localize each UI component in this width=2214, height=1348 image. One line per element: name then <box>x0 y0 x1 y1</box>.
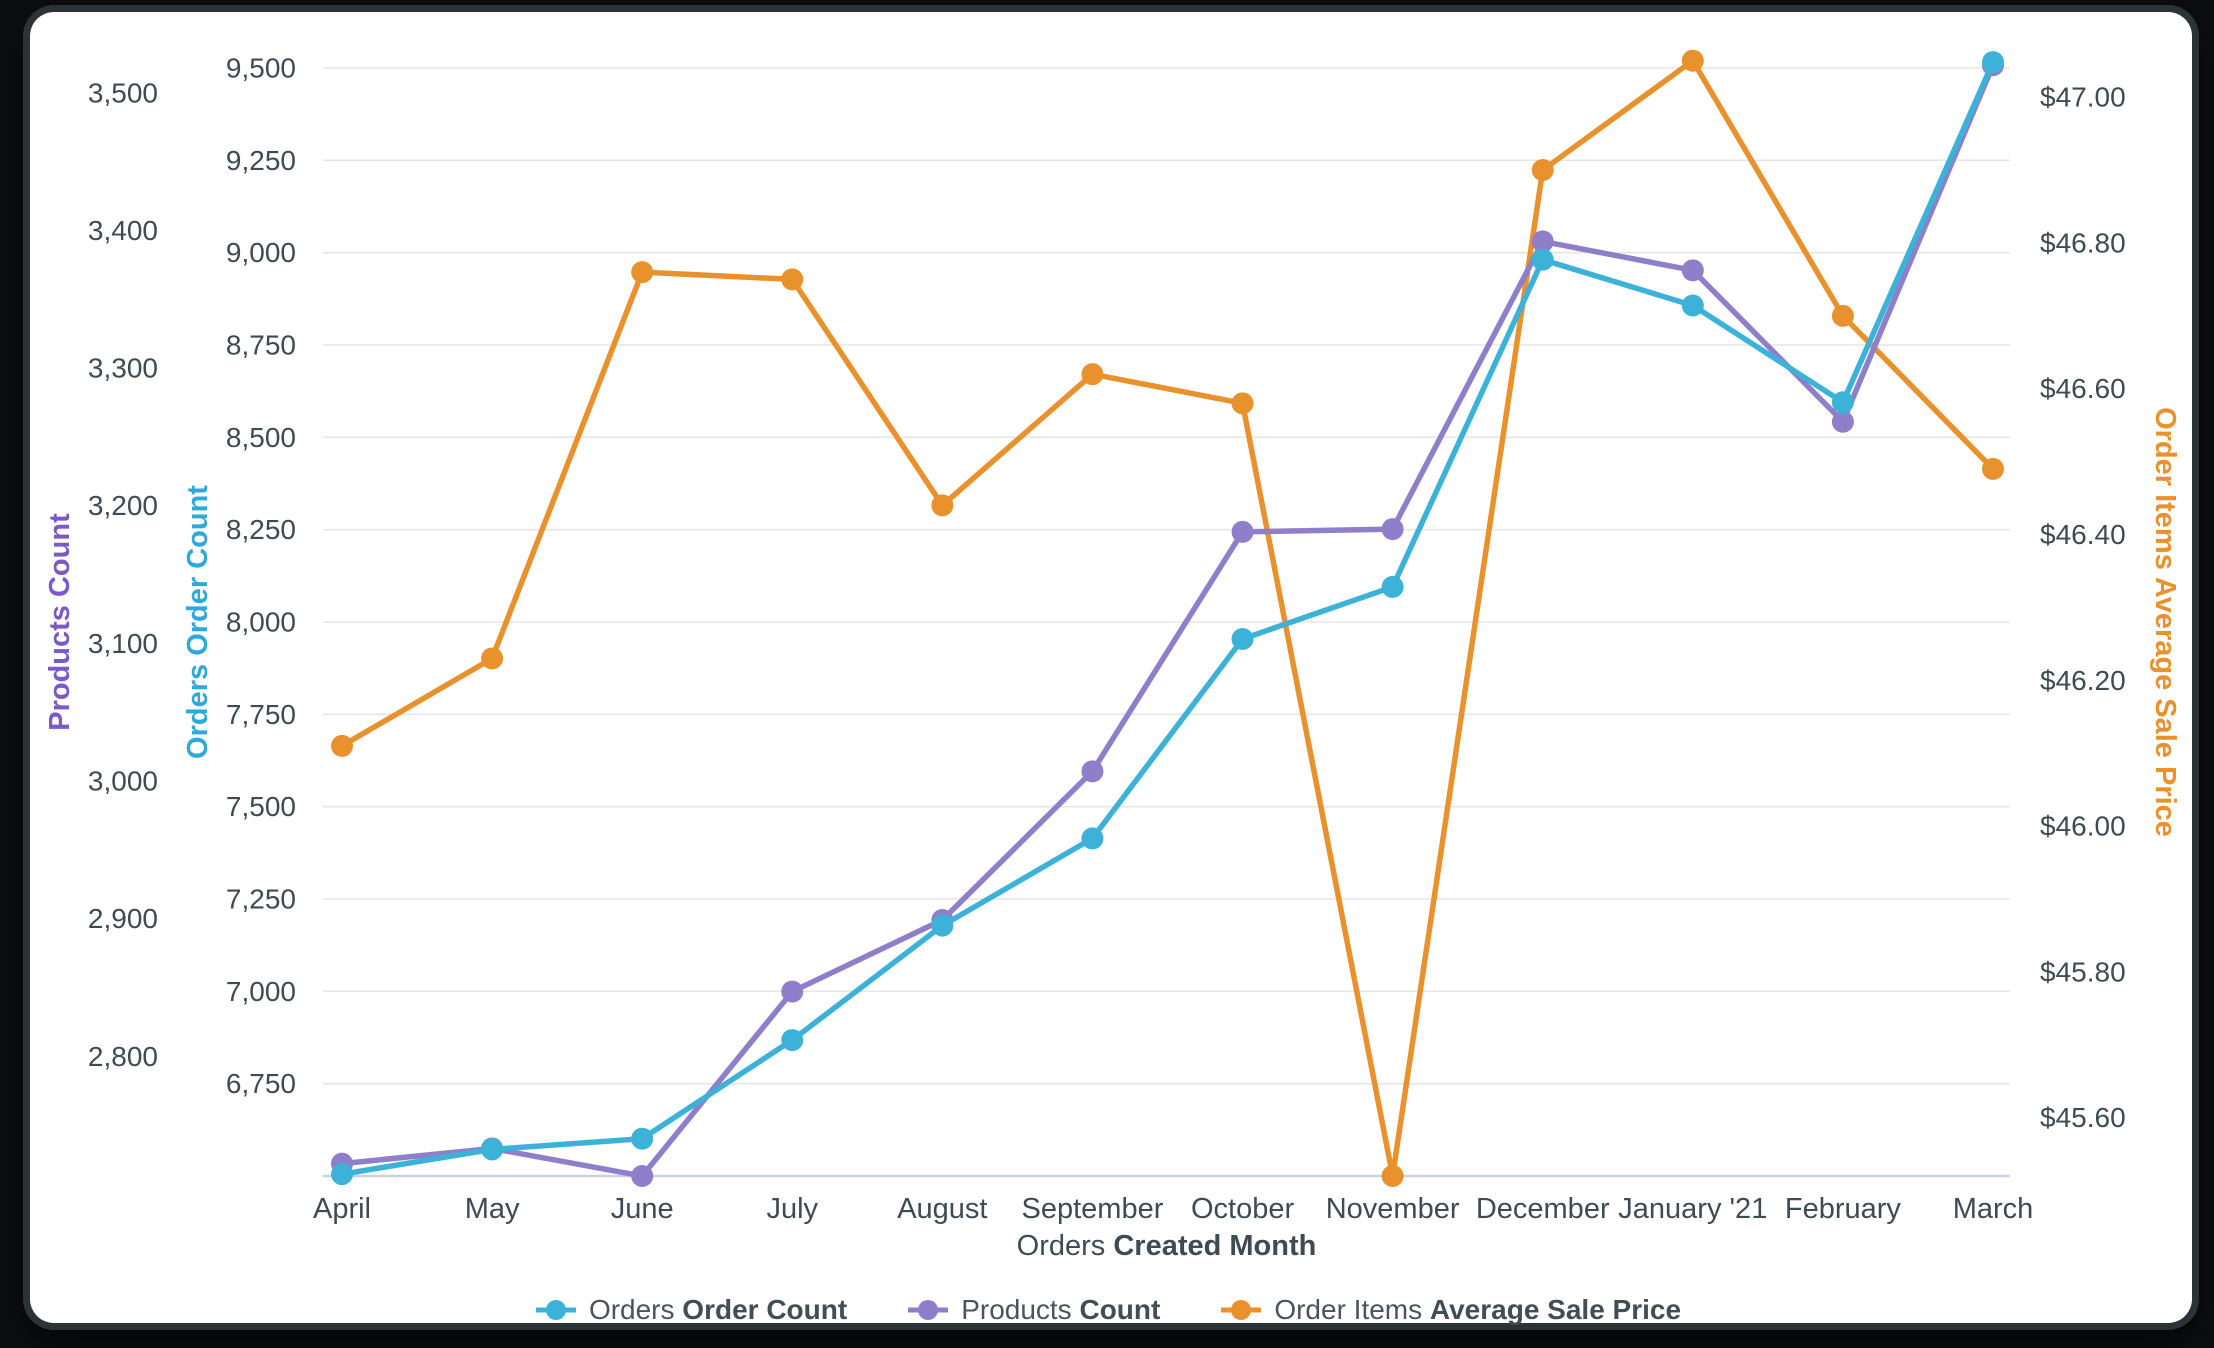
data-point-order-items-average-sale-price-10[interactable] <box>1831 304 1854 327</box>
products-axis-tick: 3,000 <box>88 765 158 796</box>
orders-axis-tick: 9,500 <box>226 53 296 84</box>
price-axis-tick: $45.60 <box>2040 1102 2126 1133</box>
orders-axis-tick: 8,000 <box>226 607 296 638</box>
data-point-products-count-5[interactable] <box>1081 760 1104 783</box>
data-point-orders-order-count-6[interactable] <box>1231 627 1254 650</box>
orders-axis-label: Orders Order Count <box>182 485 214 759</box>
data-point-orders-order-count-11[interactable] <box>1982 51 2004 74</box>
products-axis-label: Products Count <box>44 513 76 731</box>
month-label-10: February <box>1785 1193 1902 1225</box>
legend-marker-icon <box>1221 1300 1262 1320</box>
products-axis-tick: 3,400 <box>88 215 158 246</box>
series-line-order-items-average-sale-price <box>339 57 1996 1179</box>
month-label-9: January '21 <box>1618 1193 1767 1225</box>
price-axis-tick: $46.20 <box>2040 665 2126 696</box>
data-point-order-items-average-sale-price-6[interactable] <box>1231 392 1254 415</box>
legend-item-order-items-average-sale-price[interactable]: Order Items Average Sale Price <box>1218 1294 1681 1326</box>
data-point-products-count-3[interactable] <box>781 980 804 1003</box>
data-point-products-count-7[interactable] <box>1381 518 1404 541</box>
data-point-orders-order-count-0[interactable] <box>331 1163 353 1186</box>
price-axis-label: Order Items Average Sale Price <box>2149 407 2181 837</box>
data-point-order-items-average-sale-price-9[interactable] <box>1681 49 1704 72</box>
legend-label: Orders Order Count <box>588 1294 848 1325</box>
month-label-6: October <box>1191 1193 1294 1225</box>
month-label-3: July <box>766 1193 818 1225</box>
products-axis-tick: 3,100 <box>88 628 158 659</box>
price-axis-tick: $46.80 <box>2040 227 2126 258</box>
data-point-orders-order-count-10[interactable] <box>1831 391 1854 414</box>
orders-axis-tick: 6,750 <box>226 1068 296 1099</box>
orders-axis-tick: 7,250 <box>226 884 296 915</box>
data-point-order-items-average-sale-price-0[interactable] <box>331 734 353 757</box>
series-line-orders-order-count <box>339 59 1996 1177</box>
price-axis-tick: $46.40 <box>2040 519 2126 550</box>
legend-marker-icon <box>535 1300 576 1320</box>
legend-marker-icon <box>908 1300 949 1320</box>
orders-axis-tick: 8,250 <box>226 514 296 545</box>
x-axis-title-field: Created Month <box>1113 1230 1317 1262</box>
price-axis-tick: $46.60 <box>2040 373 2126 404</box>
price-axis-tick: $46.00 <box>2040 811 2126 842</box>
products-axis-tick: 2,900 <box>88 903 158 934</box>
x-axis-title-view: Orders <box>1016 1230 1106 1262</box>
chart-card <box>30 12 2192 1323</box>
legend-label: Products Count <box>961 1294 1161 1325</box>
legend: Orders Order Count Products Count Order It… <box>0 1290 2214 1330</box>
data-point-orders-order-count-2[interactable] <box>631 1127 654 1150</box>
data-point-order-items-average-sale-price-4[interactable] <box>931 494 954 517</box>
month-label-4: August <box>897 1193 987 1225</box>
orders-axis-tick: 7,750 <box>226 699 296 730</box>
data-point-products-count-10[interactable] <box>1831 410 1854 433</box>
data-point-order-items-average-sale-price-3[interactable] <box>781 268 804 291</box>
month-label-11: March <box>1953 1193 2034 1225</box>
data-point-orders-order-count-4[interactable] <box>931 914 954 937</box>
x-axis-title: Orders Created Month <box>323 1230 2010 1263</box>
data-point-orders-order-count-8[interactable] <box>1531 248 1554 271</box>
data-point-orders-order-count-9[interactable] <box>1681 294 1704 317</box>
data-point-order-items-average-sale-price-1[interactable] <box>481 647 504 670</box>
products-axis-tick: 3,200 <box>88 490 158 521</box>
price-axis-tick: $45.80 <box>2040 956 2126 987</box>
orders-axis-tick: 9,250 <box>226 145 296 176</box>
month-label-1: May <box>465 1193 520 1225</box>
month-label-8: December <box>1476 1193 1610 1225</box>
legend-label: Order Items Average Sale Price <box>1274 1294 1682 1325</box>
month-label-7: November <box>1326 1193 1460 1225</box>
data-point-orders-order-count-7[interactable] <box>1381 575 1404 598</box>
month-label-0: April <box>313 1193 371 1225</box>
data-point-order-items-average-sale-price-2[interactable] <box>631 261 654 284</box>
products-axis-tick: 2,800 <box>88 1041 158 1072</box>
month-label-5: September <box>1022 1193 1164 1225</box>
data-point-products-count-2[interactable] <box>631 1165 654 1187</box>
data-point-products-count-6[interactable] <box>1231 520 1254 543</box>
legend-item-products-count[interactable]: Products Count <box>905 1294 1160 1326</box>
orders-axis-tick: 7,500 <box>226 791 296 822</box>
series-line-products-count <box>339 62 1996 1179</box>
data-point-products-count-9[interactable] <box>1681 259 1704 282</box>
data-point-products-count-8[interactable] <box>1531 230 1554 253</box>
data-point-orders-order-count-3[interactable] <box>781 1029 804 1052</box>
data-point-order-items-average-sale-price-8[interactable] <box>1531 159 1554 182</box>
data-point-orders-order-count-1[interactable] <box>481 1138 504 1161</box>
data-point-order-items-average-sale-price-7[interactable] <box>1381 1165 1404 1187</box>
price-axis-tick: $47.00 <box>2040 82 2126 113</box>
orders-axis-tick: 7,000 <box>226 976 296 1007</box>
data-point-order-items-average-sale-price-5[interactable] <box>1081 363 1104 386</box>
products-axis-tick: 3,300 <box>88 353 158 384</box>
data-point-orders-order-count-5[interactable] <box>1081 827 1104 850</box>
products-axis-tick: 3,500 <box>88 77 158 108</box>
orders-axis-tick: 8,750 <box>226 330 296 361</box>
orders-axis-tick: 8,500 <box>226 422 296 453</box>
legend-item-orders-order-count[interactable]: Orders Order Count <box>533 1294 847 1326</box>
data-point-order-items-average-sale-price-11[interactable] <box>1982 457 2004 480</box>
orders-axis-tick: 9,000 <box>226 237 296 268</box>
month-label-2: June <box>611 1193 674 1225</box>
